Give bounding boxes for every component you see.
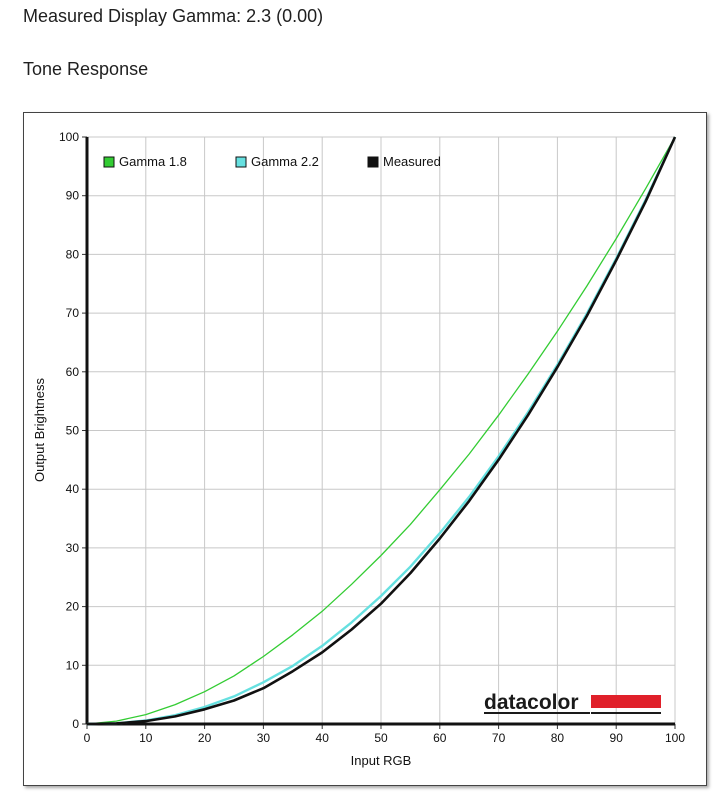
legend: Gamma 1.8 Gamma 2.2 Measured: [103, 154, 441, 169]
x-tick-label: 0: [84, 731, 91, 745]
x-tick-label: 90: [610, 731, 624, 745]
y-tick-label: 100: [59, 130, 79, 144]
x-tick-label: 30: [257, 731, 271, 745]
y-tick-label: 0: [72, 717, 79, 731]
chart-canvas: 0 10 20 30 40 50 60 70 80 90 100 0 10 20 30 40 50 60 70 80 9…: [32, 130, 685, 768]
y-tick-label: 20: [66, 600, 80, 614]
x-tick-label: 80: [551, 731, 565, 745]
logo-red-bar: [591, 695, 661, 708]
y-tick-label: 50: [66, 424, 80, 438]
y-tick-label: 30: [66, 541, 80, 555]
y-tick-label: 60: [66, 365, 80, 379]
legend-label-gamma-2-2: Gamma 2.2: [251, 154, 319, 169]
x-tick-label: 50: [374, 731, 388, 745]
y-tick-label: 70: [66, 306, 80, 320]
x-tick-label: 70: [492, 731, 506, 745]
y-tick-label: 90: [66, 189, 80, 203]
grid: [87, 136, 676, 724]
axes: 0 10 20 30 40 50 60 70 80 90 100 0 10 20 30 40 50 60 70 80 9…: [59, 130, 685, 745]
x-tick-label: 40: [316, 731, 330, 745]
legend-swatch-gamma-2-2: [235, 156, 247, 168]
section-title: Tone Response: [23, 59, 149, 79]
datacolor-logo: datacolor: [484, 691, 661, 714]
legend-label-measured: Measured: [383, 154, 441, 169]
x-tick-label: 10: [139, 731, 153, 745]
legend-swatch-gamma-1-8: [103, 156, 115, 168]
logo-wordmark: datacolor: [484, 691, 579, 714]
y-axis-label: Output Brightness: [32, 377, 47, 482]
series-line-gamma-1-8: [86, 136, 676, 725]
legend-swatch-measured: [367, 156, 379, 168]
series-layer: [86, 136, 677, 726]
y-tick-label: 80: [66, 247, 80, 261]
x-tick-label: 60: [433, 731, 447, 745]
x-axis-label: Input RGB: [351, 753, 412, 768]
tone-response-chart: 0 10 20 30 40 50 60 70 80 90 100 0 10 20 30 40 50 60 70 80 9…: [23, 112, 707, 786]
legend-label-gamma-1-8: Gamma 1.8: [119, 154, 187, 169]
measured-gamma-label: Measured Display Gamma: 2.3 (0.00): [23, 6, 324, 26]
x-tick-label: 100: [665, 731, 685, 745]
series-line-measured: [86, 136, 677, 726]
y-tick-label: 40: [66, 482, 80, 496]
x-tick-label: 20: [198, 731, 212, 745]
y-tick-label: 10: [66, 658, 80, 672]
